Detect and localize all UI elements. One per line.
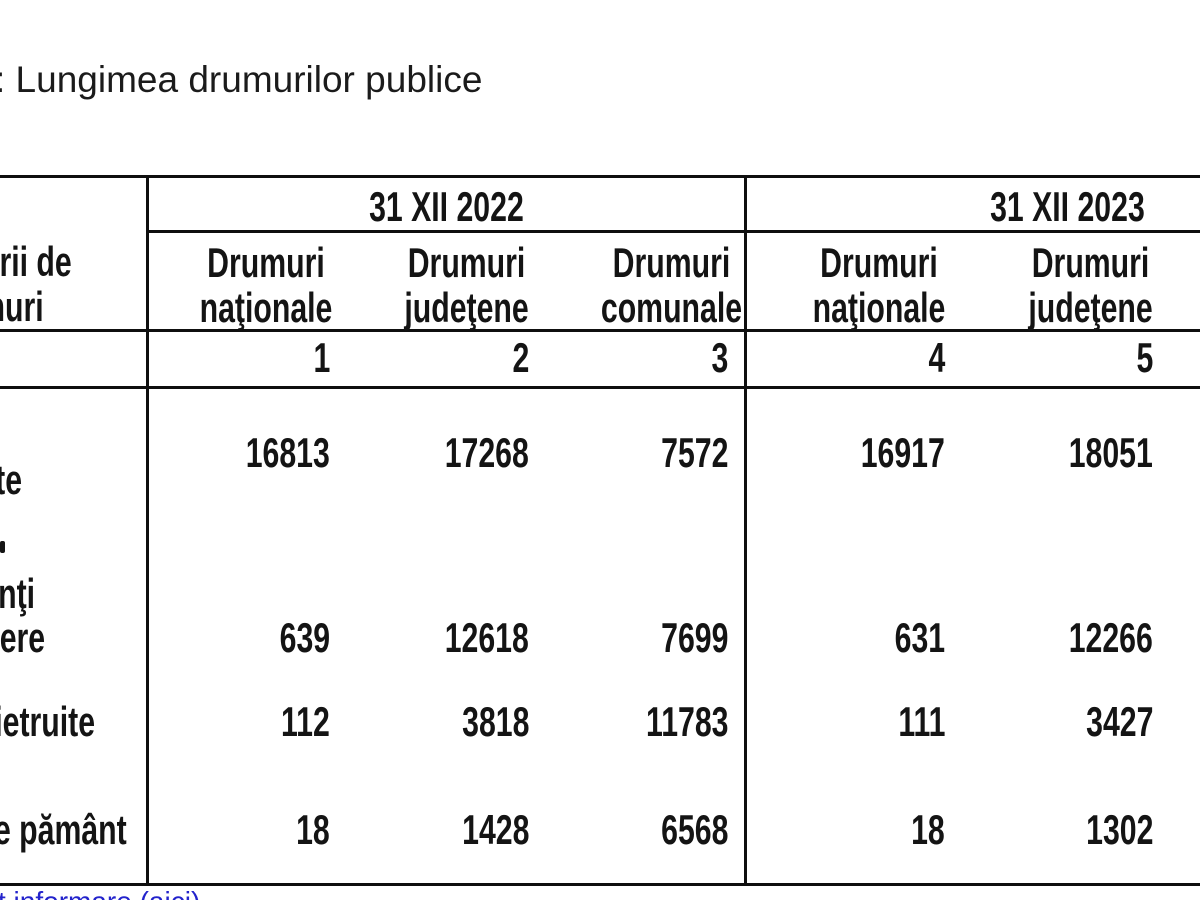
grid-line-under-numbers xyxy=(0,386,1200,389)
cell-value: 12618 xyxy=(444,614,529,661)
cell-value: 11783 xyxy=(645,698,728,745)
page-title: : Lungimea drumurilor publice xyxy=(0,57,482,103)
cell-value: 3818 xyxy=(461,698,529,745)
row-label-pietruite: Pietruite xyxy=(0,698,95,745)
cell-value: 6568 xyxy=(660,806,728,853)
column-number-2: 2 xyxy=(512,334,529,381)
page-title-text: : Lungimea drumurilor publice xyxy=(0,59,483,100)
grid-line-top xyxy=(0,175,1200,178)
column-number-3: 3 xyxy=(711,334,728,381)
stub-header-line1: Categorii de xyxy=(0,238,72,285)
column-number-1: 1 xyxy=(313,334,330,381)
cell-value: 3427 xyxy=(1085,698,1153,745)
cell-value: 18 xyxy=(296,806,330,853)
year-header-2022: 31 XII 2022 xyxy=(369,183,524,230)
row-label-imbracaminti-line1: Cu îmbrăcăminţi xyxy=(0,570,35,617)
cell-value: 631 xyxy=(894,614,945,661)
row-label-modernizate: Modernizate xyxy=(0,456,22,503)
cell-value: 7699 xyxy=(660,614,728,661)
row-label-imbracaminti-line2: uşoare rutiere xyxy=(0,614,45,661)
grid-line-under-years xyxy=(146,230,1200,233)
cell-value: 17268 xyxy=(444,429,529,476)
row-label-de-pamant: De pământ xyxy=(0,806,127,853)
cell-value: 112 xyxy=(281,698,330,745)
footer-link[interactable]: t informare (aici) xyxy=(0,886,200,900)
cell-value: 7572 xyxy=(660,429,728,476)
column-header-2023-nationale: Drumuri naţionale xyxy=(812,239,945,331)
cell-value: 1302 xyxy=(1085,806,1153,853)
label-fragment xyxy=(0,541,5,553)
column-header-2023-judetene: Drumuri judeţene xyxy=(1028,239,1153,331)
stub-header-line2: drumuri xyxy=(0,283,44,330)
year-header-2023: 31 XII 2023 xyxy=(990,183,1145,230)
cell-value: 16813 xyxy=(245,429,330,476)
cell-value: 111 xyxy=(897,698,945,745)
grid-line-under-headers xyxy=(0,329,1200,332)
column-number-4: 4 xyxy=(928,334,945,381)
cell-value: 1428 xyxy=(461,806,529,853)
grid-line-stub-divider xyxy=(146,175,149,886)
column-header-2022-nationale: Drumuri naţionale xyxy=(199,239,333,331)
column-header-2022-judetene: Drumuri judeţene xyxy=(404,239,529,331)
cell-value: 12266 xyxy=(1068,614,1153,661)
grid-line-year-divider xyxy=(744,175,747,886)
column-header-2022-comunale: Drumuri comunale xyxy=(600,239,743,331)
cell-value: 18051 xyxy=(1068,429,1153,476)
cell-value: 639 xyxy=(279,614,330,661)
cell-value: 16917 xyxy=(860,429,945,476)
cell-value: 18 xyxy=(911,806,945,853)
column-number-5: 5 xyxy=(1136,334,1153,381)
grid-line-bottom xyxy=(0,883,1200,886)
